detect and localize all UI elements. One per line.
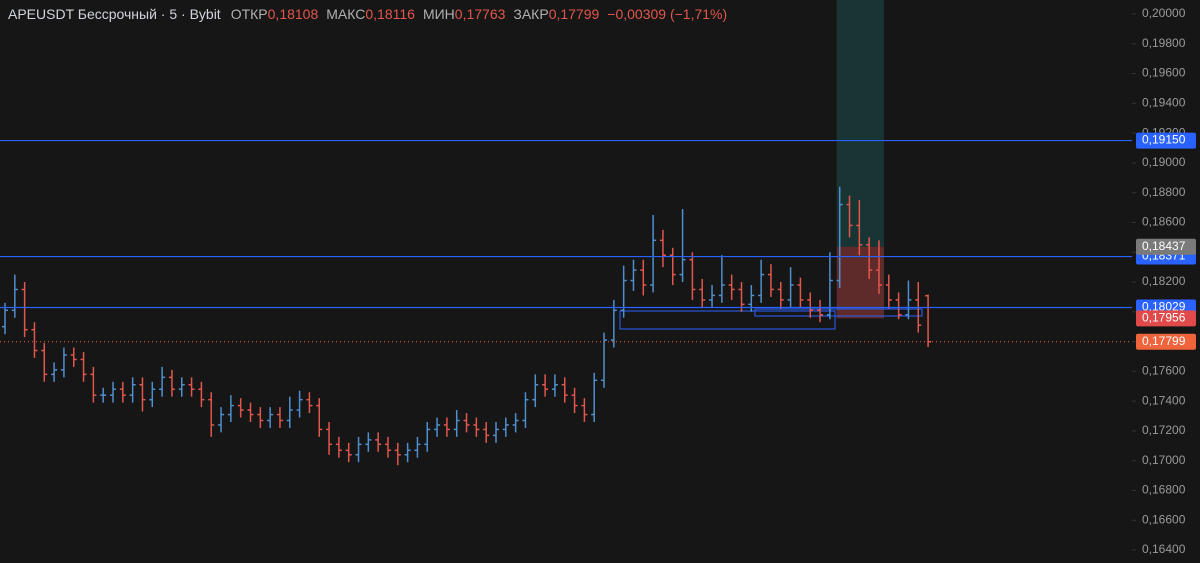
field-name: ЗАКР	[513, 6, 548, 22]
y-tick-label: 0,17200	[1142, 423, 1186, 437]
price-tag-label: 0,17799	[1142, 334, 1186, 348]
drawing-rect	[619, 310, 836, 330]
position-tool	[836, 0, 884, 319]
plot	[2, 186, 932, 466]
y-tick-label: 0,16800	[1142, 483, 1186, 497]
field-name: ОТКР	[231, 6, 268, 22]
price-tag-label: 0,18437	[1142, 239, 1186, 253]
change: −0,00309 (−1,71%)	[607, 6, 727, 22]
price-tag	[1136, 238, 1196, 255]
stop-zone	[836, 246, 884, 319]
y-tick-label: 0,18200	[1142, 274, 1186, 288]
y-tick-label: 0,16400	[1142, 542, 1186, 556]
field-value: 0,18116	[365, 6, 415, 22]
field-name: МИН	[423, 6, 455, 22]
symbol: APEUSDT Бессрочный · 5 · Bybit	[8, 6, 221, 22]
field-value: 0,17763	[455, 6, 506, 22]
price-tag	[1136, 333, 1196, 350]
y-tick-label: 0,19600	[1142, 66, 1186, 80]
y-tick-label: 0,18800	[1142, 185, 1186, 199]
field-value: 0,18108	[268, 6, 319, 22]
y-tick-label: 0,17600	[1142, 364, 1186, 378]
price-tag-label: 0,17956	[1142, 311, 1186, 325]
field-name: МАКС	[326, 6, 365, 22]
price-tag-label: 0,19150	[1142, 133, 1186, 147]
header: APEUSDT Бессрочный · 5 · Bybit ОТКР0,1810…	[8, 6, 727, 22]
y-tick-label: 0,19000	[1142, 155, 1186, 169]
target-zone	[836, 0, 884, 247]
price-tag	[1136, 310, 1196, 327]
y-tick-label: 0,18600	[1142, 215, 1186, 229]
field-value: 0,17799	[549, 6, 600, 22]
drawing-rect	[754, 308, 923, 317]
y-tick-label: 0,20000	[1142, 6, 1186, 20]
price-tag	[1136, 132, 1196, 149]
y-tick-label: 0,17000	[1142, 453, 1186, 467]
y-tick-label: 0,19800	[1142, 36, 1186, 50]
y-tick-label: 0,17400	[1142, 393, 1186, 407]
y-tick-label: 0,19400	[1142, 96, 1186, 110]
price-tag-label: 0,18029	[1142, 300, 1186, 314]
y-tick-label: 0,16600	[1142, 512, 1186, 526]
